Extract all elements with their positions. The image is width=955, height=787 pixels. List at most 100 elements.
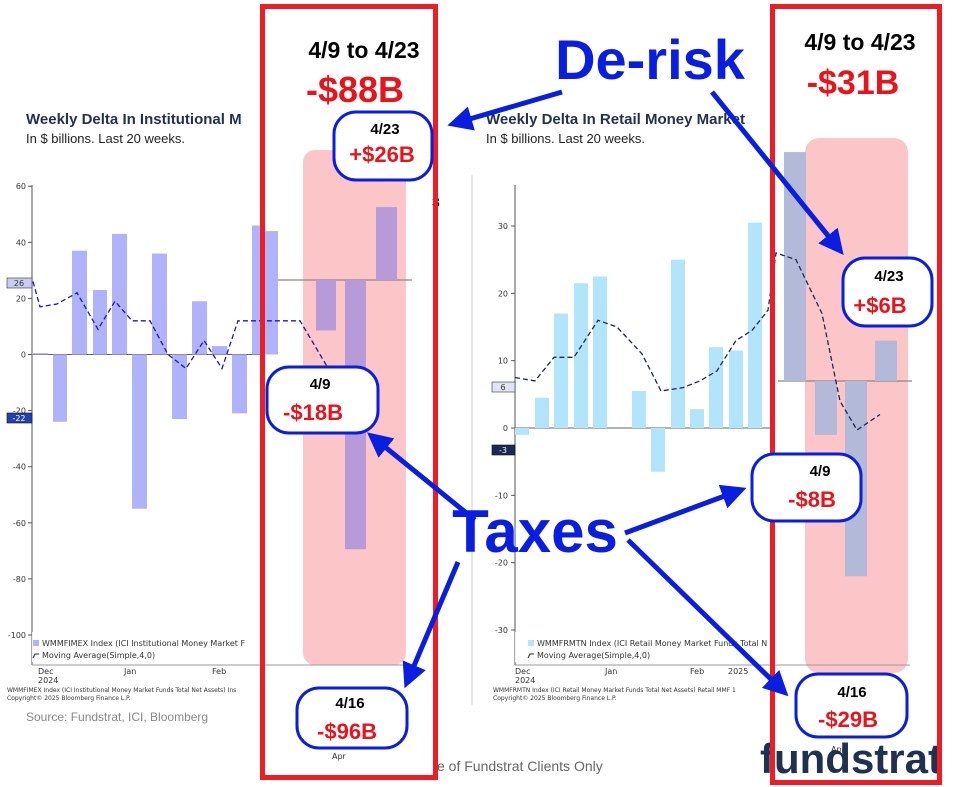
right-y-tick-label: 0	[503, 424, 508, 433]
left-range-box	[260, 4, 438, 780]
inst-badge-lower-text: -22	[12, 414, 25, 423]
retail-badge-upper: 6	[491, 381, 516, 393]
inst-footer-note: WMMFIMEX Index (ICI Institutional Money …	[7, 687, 236, 694]
inst-x-tick-apr: Apr	[332, 752, 347, 761]
retail-y-ticks: 30 20 10 0 -10 -20 -30	[495, 222, 515, 635]
inst-x-tick-feb: Feb	[212, 667, 226, 676]
retail-x-tick-dec: Dec	[515, 667, 530, 676]
retail-footer-note: WMMFRMTN Index (ICI Retail Money Market …	[493, 687, 736, 694]
taxes-arrow-inst-49	[367, 432, 477, 522]
left-y-tick-label: -20	[13, 407, 26, 416]
left-y-tick-label: 20	[16, 294, 26, 303]
retail-x-tick-feb: Feb	[690, 667, 704, 676]
left-y-tick-label: 0	[21, 351, 26, 360]
right-bar	[515, 428, 529, 435]
derisk-arrow-right	[710, 90, 844, 256]
left-bar	[265, 231, 278, 355]
right-bar	[875, 340, 897, 381]
inst-chart-title: Weekly Delta In Institutional M	[26, 111, 242, 128]
left-y-tick-label: -80	[13, 575, 26, 584]
left-y-tick-label: -100	[8, 631, 26, 640]
right-bar	[690, 409, 704, 428]
left-bar	[32, 353, 48, 355]
inst-x-tick-jan: Jan	[123, 667, 136, 676]
taxes-label: Taxes	[452, 498, 618, 565]
callout-retail-49-date: 4/9	[810, 463, 831, 480]
callout-retail-49-value: -$8B	[788, 487, 836, 512]
callout-inst-416-value: -$96B	[317, 719, 377, 744]
retail-badge-upper-text: 6	[500, 383, 505, 392]
inst-copyright: Copyright© 2025 Bloomberg Finance L.P.	[7, 695, 131, 702]
right-bar	[784, 152, 806, 381]
taxes-arrow-inst-416	[402, 561, 461, 689]
callout-inst-423: 4/23 +$26B	[332, 110, 434, 182]
callout-retail-416: 4/16 -$29B	[794, 672, 909, 739]
right-bar	[671, 259, 685, 428]
footer-text: e of Fundstrat Clients Only	[437, 758, 603, 774]
derisk-label: De-risk	[555, 28, 746, 91]
left-bar	[132, 354, 147, 509]
retail-chart-subtitle: In $ billions. Last 20 weeks.	[486, 131, 645, 146]
left-bar	[232, 354, 247, 414]
inst-legend-line-swatch	[32, 653, 39, 659]
retail-x-tick-jan: Jan	[604, 667, 617, 676]
retail-x-tick-apr: Apr	[831, 745, 846, 754]
left-y-tick-label: 40	[16, 238, 26, 247]
right-bar	[632, 390, 646, 428]
left-bar	[172, 354, 187, 420]
inst-badge-lower: -22	[6, 412, 33, 424]
retail-badge-lower-text: -3	[499, 446, 507, 455]
right-bar	[574, 283, 588, 428]
right-bar	[815, 381, 837, 435]
right-bar	[709, 347, 723, 428]
inst-y-ticks: 60 40 20 0 -20 -40 -60 -80 -100	[8, 182, 32, 640]
right-y-tick-label: -10	[495, 491, 508, 500]
left-bar	[112, 233, 127, 355]
inst-legend-bar-label: WMMFIMEX Index (ICI Institutional Money …	[42, 639, 245, 648]
left-bar	[152, 253, 167, 355]
right-y-tick-label: -20	[495, 559, 508, 568]
left-bar	[93, 289, 107, 355]
right-bar	[535, 397, 549, 428]
retail-chart: Weekly Delta In Retail Money Market In $…	[486, 111, 912, 754]
left-range-total: -$88B	[306, 69, 404, 110]
callout-inst-49: 4/9 -$18B	[265, 365, 380, 435]
arrows	[367, 89, 844, 697]
left-bar	[72, 250, 87, 355]
inst-moving-average-line	[32, 281, 365, 390]
retail-chart-title: Weekly Delta In Retail Money Market	[486, 111, 745, 128]
institutional-chart: Weekly Delta In Institutional M In $ bil…	[6, 111, 412, 761]
source-note: Source: Fundstrat, ICI, Bloomberg	[26, 710, 208, 724]
retail-x-tick-2025: 2025	[728, 667, 748, 676]
right-bar	[554, 313, 568, 428]
taxes-arrow-retail-49	[624, 484, 747, 536]
callout-retail-416-date: 4/16	[837, 684, 866, 701]
callout-inst-416: 4/16 -$96B	[295, 686, 409, 750]
callout-retail-416-value: -$29B	[818, 707, 878, 732]
inst-x-tick-2024: 2024	[38, 676, 58, 685]
right-y-tick-label: 10	[498, 357, 508, 366]
derisk-arrow-left	[447, 89, 563, 131]
retail-moving-average-line	[514, 252, 881, 431]
right-y-tick-label: -30	[495, 626, 508, 635]
left-bar	[316, 280, 336, 331]
right-bar	[729, 350, 743, 428]
right-range-box	[770, 4, 942, 785]
inst-legend-line-label: Moving Average(Simple,4,0)	[42, 651, 155, 660]
right-y-tick-label: 20	[498, 289, 508, 298]
callout-inst-49-value: -$18B	[283, 400, 343, 425]
left-y-tick-label: 60	[16, 182, 26, 191]
callout-inst-49-date: 4/9	[310, 376, 331, 393]
inst-badge-upper-text: 26	[14, 279, 24, 288]
inst-x-tick-dec: Dec	[38, 667, 53, 676]
right-range-label: 4/9 to 4/23	[804, 29, 915, 55]
callout-inst-416-date: 4/16	[335, 695, 364, 712]
inst-bars	[32, 207, 397, 550]
left-y-tick-label: -60	[13, 519, 26, 528]
taxes-arrow-retail-416	[626, 538, 789, 697]
callout-inst-423-date: 4/23	[370, 121, 399, 138]
retail-x-tick-2024: 2024	[515, 676, 535, 685]
inst-legend: WMMFIMEX Index (ICI Institutional Money …	[32, 632, 260, 662]
retail-legend: WMMFRMTN Index (ICI Retail Money Market …	[515, 632, 770, 662]
